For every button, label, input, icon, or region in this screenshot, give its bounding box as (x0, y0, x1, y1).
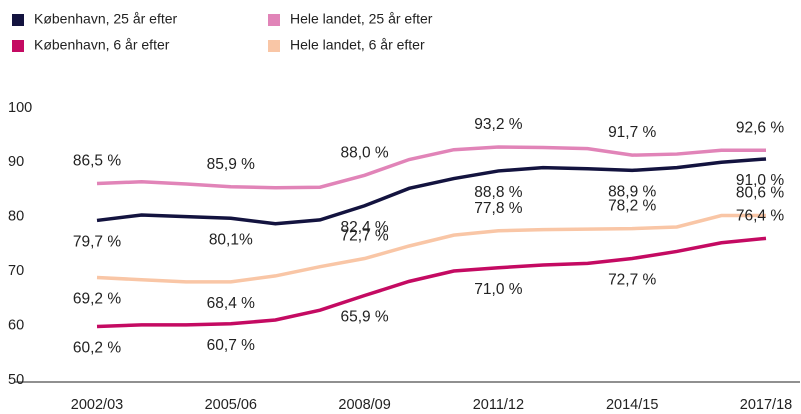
y-tick-label: 80 (8, 209, 24, 225)
legend-swatch (12, 40, 24, 52)
value-label: 82,4 % (340, 219, 388, 236)
value-label: 69,2 % (73, 291, 121, 308)
legend-label: Hele landet, 25 år efter (290, 11, 433, 27)
value-label: 91,0 % (736, 172, 784, 189)
value-label: 72,7 % (340, 228, 388, 245)
legend-swatch (12, 14, 24, 26)
legend-swatch (268, 14, 280, 26)
x-tick-label: 2008/09 (338, 397, 390, 413)
y-tick-label: 100 (8, 100, 32, 116)
value-label: 80,6 % (736, 185, 784, 202)
value-label: 76,4 % (736, 207, 784, 224)
value-label: 86,5 % (73, 153, 121, 170)
value-label: 80,1% (209, 231, 253, 248)
value-label: 88,9 % (608, 183, 656, 200)
y-tick-label: 60 (8, 317, 24, 333)
value-label: 65,9 % (340, 309, 388, 326)
value-label: 93,2 % (474, 116, 522, 133)
series-line (96, 236, 767, 329)
x-tick-label: 2005/06 (205, 397, 257, 413)
x-tick-label: 2002/03 (71, 397, 123, 413)
value-label: 72,7 % (608, 272, 656, 289)
value-label: 68,4 % (207, 295, 255, 312)
value-label: 60,2 % (73, 340, 121, 357)
value-label: 78,2 % (608, 198, 656, 215)
series-line (96, 157, 767, 226)
legend-label: Hele landet, 6 år efter (290, 37, 425, 53)
y-tick-label: 70 (8, 263, 24, 279)
legend-label: København, 25 år efter (34, 11, 178, 27)
y-tick-label: 90 (8, 154, 24, 170)
value-label: 91,7 % (608, 124, 656, 141)
value-label: 60,7 % (207, 337, 255, 354)
legend-swatch (268, 40, 280, 52)
y-tick-label: 50 (8, 372, 24, 388)
series-line (96, 213, 766, 284)
value-label: 88,0 % (340, 144, 388, 161)
value-label: 79,7 % (73, 234, 121, 251)
series-line (96, 145, 766, 190)
value-label: 71,0 % (474, 281, 522, 298)
x-tick-label: 2017/18 (740, 397, 792, 413)
value-label: 88,8 % (474, 184, 522, 201)
x-tick-label: 2014/15 (606, 397, 658, 413)
legend-label: København, 6 år efter (34, 37, 170, 53)
x-tick-label: 2011/12 (473, 397, 524, 413)
value-label: 85,9 % (207, 156, 255, 173)
value-label: 77,8 % (474, 200, 522, 217)
value-label: 92,6 % (736, 119, 784, 136)
